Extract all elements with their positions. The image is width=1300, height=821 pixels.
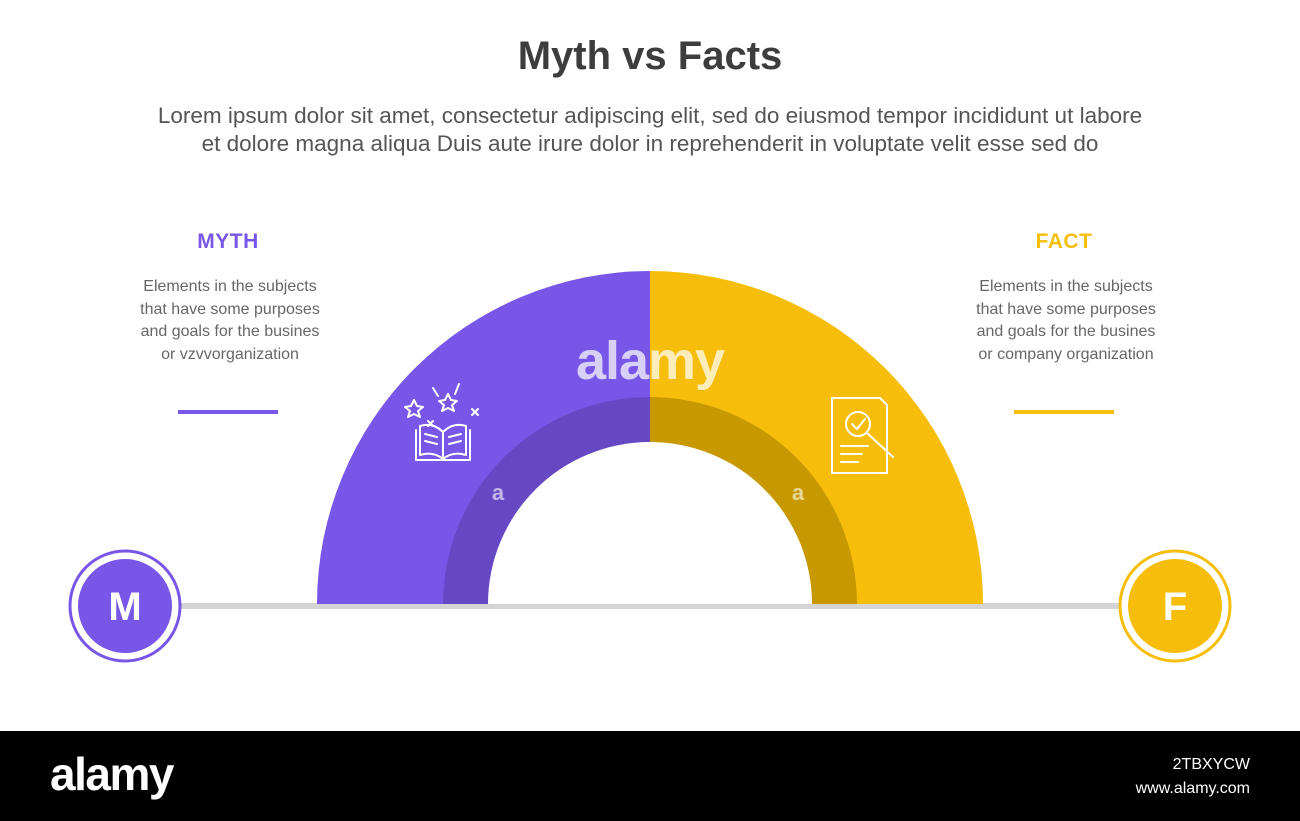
myth-label: MYTH: [197, 230, 259, 253]
half-donut-diagram: a a M F: [68, 271, 1232, 663]
fact-description: Elements in the subjects that have some …: [936, 276, 1196, 366]
fact-badge-letter: F: [1163, 585, 1187, 629]
fact-desc-line: or company organization: [978, 345, 1154, 363]
myth-desc-line: that have some purposes: [140, 300, 320, 318]
myth-description: Elements in the subjects that have some …: [100, 276, 360, 366]
document-magnifier-icon: [831, 397, 894, 474]
fact-divider: [1014, 410, 1114, 414]
footer-image-id: 2TBXYCW: [1172, 756, 1250, 773]
fact-badge: F: [1118, 549, 1232, 663]
footer-bar: alamy 2TBXYCW www.alamy.com: [0, 731, 1300, 821]
baseline: [125, 603, 1175, 609]
myth-desc-line: Elements in the subjects: [143, 278, 317, 295]
fact-desc-line: that have some purposes: [976, 300, 1156, 318]
watermark-small-right: a: [792, 480, 805, 505]
myth-desc-line: and goals for the busines: [140, 323, 320, 340]
footer-logo: alamy: [50, 748, 174, 800]
open-book-sparkle-icon: [404, 383, 479, 461]
myth-badge-letter: M: [108, 585, 141, 629]
arc-center-hole: [488, 442, 812, 604]
fact-label: FACT: [1035, 230, 1093, 253]
fact-desc-line: Elements in the subjects: [979, 278, 1153, 295]
fact-desc-line: and goals for the busines: [976, 323, 1156, 340]
subtitle: Lorem ipsum dolor sit amet, consectetur …: [40, 102, 1260, 158]
footer-site: www.alamy.com: [1135, 780, 1250, 797]
watermark-center: alamy: [575, 331, 725, 391]
myth-badge: M: [68, 549, 182, 663]
subtitle-line-2: et dolore magna aliqua Duis aute irure d…: [201, 131, 1099, 156]
subtitle-line-1: Lorem ipsum dolor sit amet, consectetur …: [157, 103, 1143, 128]
page-title: Myth vs Facts: [517, 34, 783, 78]
footer-image-info: 2TBXYCW www.alamy.com: [1136, 753, 1250, 801]
myth-desc-line: or vzvvorganization: [161, 345, 299, 363]
watermark-small-left: a: [492, 480, 505, 505]
myth-divider: [178, 410, 278, 414]
